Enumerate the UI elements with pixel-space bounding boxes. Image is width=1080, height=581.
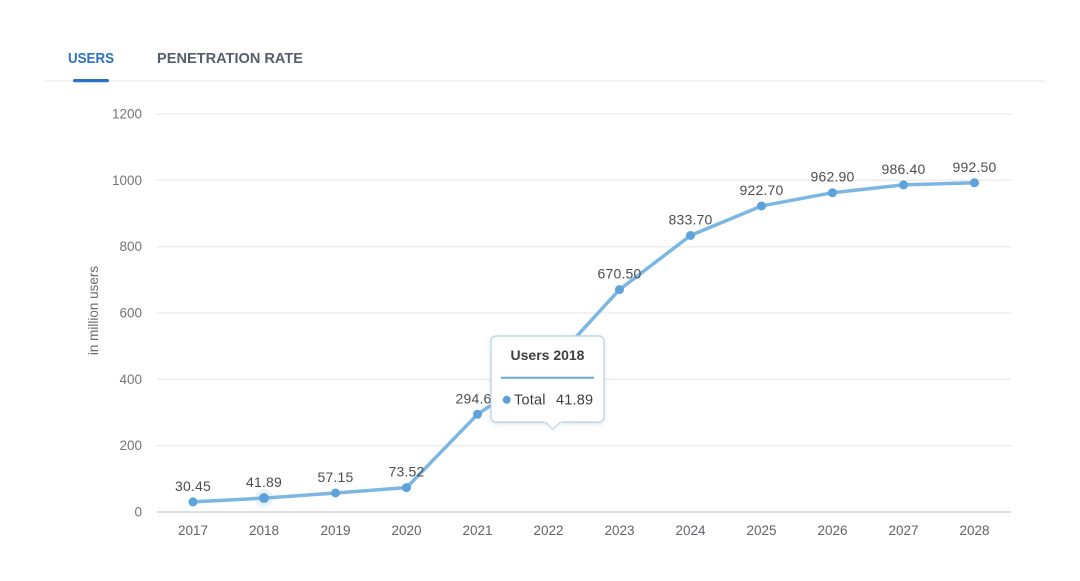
svg-text:2024: 2024 [675, 523, 706, 538]
svg-text:USERS: USERS [68, 50, 114, 67]
svg-text:73.52: 73.52 [388, 464, 424, 480]
svg-text:833.70: 833.70 [668, 212, 712, 228]
svg-text:2019: 2019 [320, 523, 350, 538]
svg-text:1200: 1200 [112, 107, 142, 122]
svg-text:2020: 2020 [391, 523, 421, 538]
svg-text:41.89: 41.89 [246, 474, 282, 490]
svg-text:PENETRATION RATE: PENETRATION RATE [157, 50, 303, 67]
svg-text:41.89: 41.89 [556, 393, 593, 409]
svg-text:400: 400 [119, 372, 142, 387]
svg-text:600: 600 [119, 306, 142, 321]
svg-text:992.50: 992.50 [952, 159, 996, 175]
svg-text:30.45: 30.45 [175, 478, 211, 494]
svg-text:2026: 2026 [817, 523, 847, 538]
svg-text:Total: Total [514, 393, 546, 409]
svg-text:in million users: in million users [86, 266, 101, 356]
svg-text:Users 2018: Users 2018 [511, 347, 585, 363]
svg-text:57.15: 57.15 [317, 469, 353, 485]
svg-text:986.40: 986.40 [881, 161, 925, 177]
svg-text:0: 0 [134, 505, 142, 520]
svg-text:200: 200 [119, 438, 142, 453]
svg-text:2022: 2022 [533, 523, 563, 538]
svg-text:800: 800 [119, 239, 142, 254]
svg-text:670.50: 670.50 [597, 266, 641, 282]
svg-text:2027: 2027 [888, 523, 918, 538]
svg-text:2023: 2023 [604, 523, 634, 538]
svg-text:2025: 2025 [746, 523, 776, 538]
svg-text:2028: 2028 [959, 523, 989, 538]
svg-text:294.60: 294.60 [455, 390, 499, 406]
svg-text:962.90: 962.90 [810, 169, 854, 185]
svg-text:2017: 2017 [178, 523, 208, 538]
svg-text:1000: 1000 [112, 173, 142, 188]
svg-text:922.70: 922.70 [739, 182, 783, 198]
svg-text:2018: 2018 [249, 523, 279, 538]
svg-text:2021: 2021 [462, 523, 492, 538]
